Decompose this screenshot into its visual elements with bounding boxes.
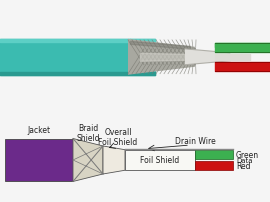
Bar [195,150,233,159]
Text: Foil Shield: Foil Shield [140,156,180,165]
Text: Green: Green [236,150,259,159]
Polygon shape [128,40,195,75]
Polygon shape [130,40,155,75]
Bar [125,150,195,170]
Text: Drain Wire: Drain Wire [175,136,215,145]
Polygon shape [73,139,103,182]
Text: Data: Data [236,157,252,163]
Text: Jacket: Jacket [28,125,50,134]
Bar [195,161,233,170]
Polygon shape [103,146,125,174]
Text: Red: Red [236,161,251,170]
Polygon shape [185,49,230,65]
Bar [5,139,73,182]
Text: Overall
Foil Shield: Overall Foil Shield [98,127,138,146]
Text: Braid
Shield: Braid Shield [76,123,100,143]
